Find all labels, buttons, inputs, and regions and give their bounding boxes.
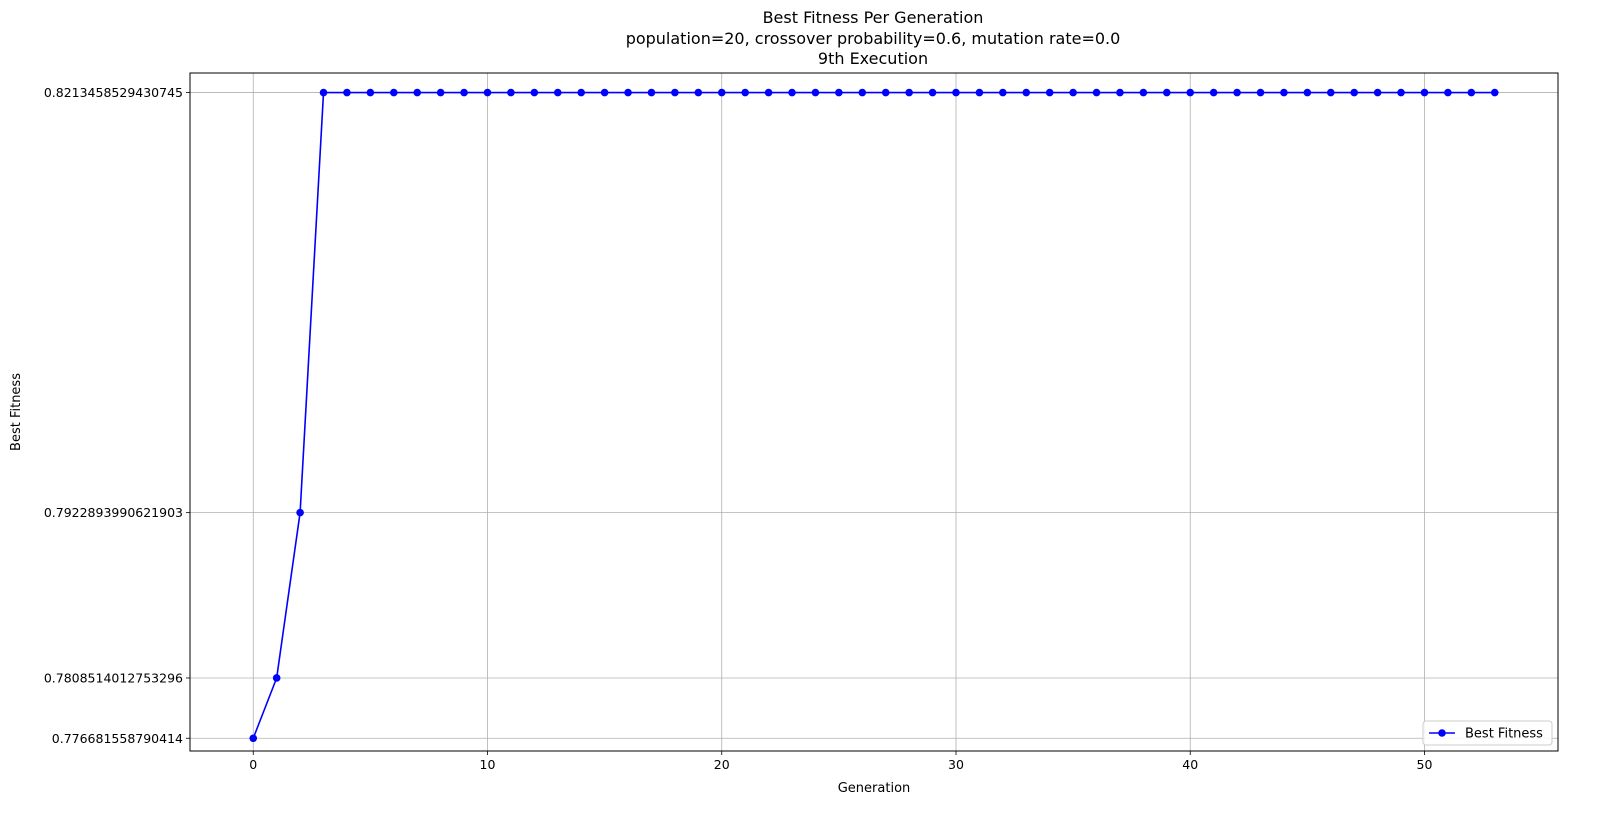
data-point (1373, 88, 1382, 97)
y-axis-label: Best Fitness (9, 373, 24, 451)
chart-subtitle-line-2: population=20, crossover probability=0.6… (626, 29, 1121, 48)
data-point (764, 88, 773, 97)
data-point (788, 88, 796, 97)
data-point (413, 88, 422, 97)
data-point (577, 88, 585, 97)
data-point (1186, 88, 1195, 97)
data-point (483, 88, 492, 97)
data-point (647, 88, 656, 97)
chart-title-line-1: Best Fitness Per Generation (763, 8, 984, 27)
data-point (1092, 88, 1101, 97)
y-axis-ticks: 0.776681558790414 0.7808514012753296 0.792… (44, 85, 190, 746)
x-tick-label: 40 (1182, 757, 1198, 772)
chart-subtitle-line-3: 9th Execution (818, 49, 928, 68)
legend-box (1422, 720, 1553, 746)
data-point (881, 88, 890, 97)
y-tick-label: 0.776681558790414 (52, 731, 183, 746)
data-point (858, 88, 867, 97)
data-point (530, 88, 539, 97)
data-point (1490, 88, 1499, 97)
data-point (436, 88, 445, 97)
data-point (272, 674, 281, 682)
x-tick-label: 0 (249, 757, 257, 772)
legend-label-best-fitness: Best Fitness (1465, 727, 1543, 742)
data-point (296, 508, 304, 517)
data-point (1444, 88, 1452, 97)
data-point (249, 734, 258, 743)
data-point (1303, 88, 1312, 97)
data-point (624, 88, 632, 97)
data-point (835, 88, 843, 97)
x-axis-ticks: 0 10 20 30 40 50 (249, 751, 1432, 772)
data-point (999, 88, 1007, 97)
x-axis-label: Generation (838, 781, 911, 796)
data-point (1280, 88, 1288, 97)
data-point (811, 88, 820, 97)
data-point (1420, 88, 1429, 97)
data-point (1397, 88, 1405, 97)
grid (190, 73, 1558, 751)
data-point (717, 88, 726, 97)
chart-title: Best Fitness Per Generation population=2… (626, 8, 1121, 68)
data-point (1233, 88, 1241, 97)
data-point (1256, 88, 1265, 97)
y-tick-label: 0.7808514012753296 (44, 670, 183, 685)
data-point (671, 88, 679, 97)
data-point (1022, 88, 1031, 97)
x-tick-label: 10 (480, 757, 496, 772)
data-point (507, 88, 515, 97)
data-point (343, 88, 351, 97)
data-point (741, 88, 749, 97)
series-line-best-fitness (252, 91, 1495, 739)
data-point (952, 88, 960, 97)
data-point (319, 88, 328, 97)
data-point (1069, 88, 1077, 97)
data-point (1467, 88, 1476, 97)
data-point (553, 88, 562, 97)
data-point (366, 88, 375, 97)
data-point (1116, 88, 1124, 97)
data-point (905, 88, 913, 97)
data-point (600, 88, 609, 97)
data-point (460, 88, 468, 97)
data-point (1350, 88, 1359, 97)
x-tick-label: 20 (714, 757, 730, 772)
data-point (1326, 88, 1335, 97)
series-layer (249, 88, 1499, 743)
plot-area-frame (189, 72, 1559, 752)
data-point (389, 88, 398, 97)
data-point (1163, 88, 1171, 97)
data-point (1209, 88, 1218, 97)
x-tick-label: 30 (948, 757, 964, 772)
legend-marker-swatch (1438, 729, 1446, 737)
data-point (975, 88, 984, 97)
x-tick-label: 50 (1417, 757, 1433, 772)
data-point (928, 88, 937, 97)
y-tick-label: 0.7922893990621903 (44, 505, 183, 520)
y-tick-label: 0.8213458529430745 (44, 85, 183, 100)
data-point (694, 88, 703, 97)
data-point (1139, 88, 1148, 97)
data-point (1045, 88, 1054, 97)
legend: Best Fitness (1422, 720, 1553, 746)
